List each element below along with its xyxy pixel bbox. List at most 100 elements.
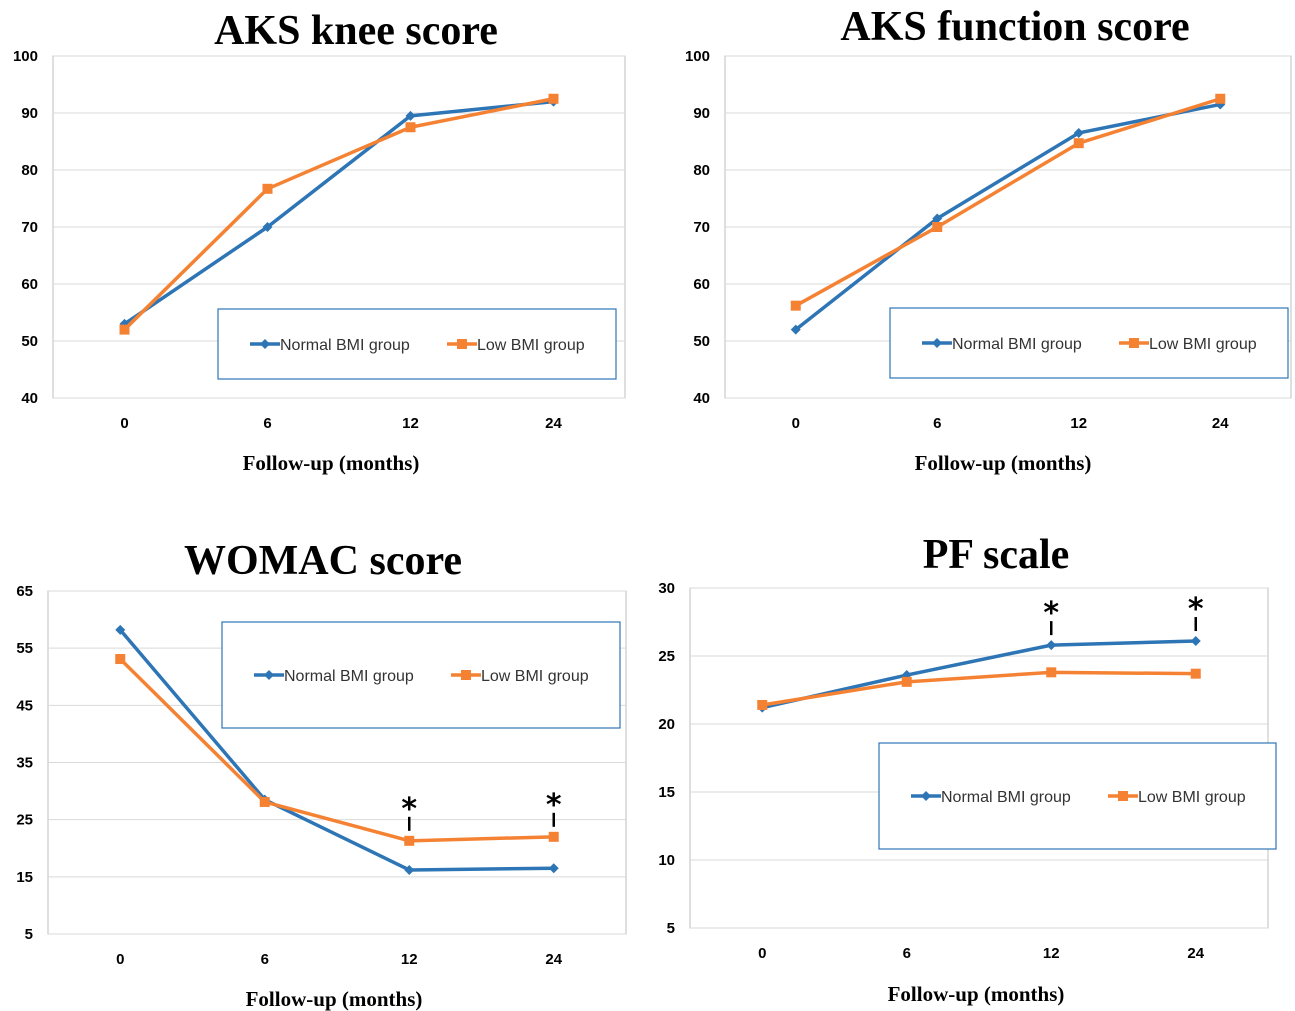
legend-box	[889, 307, 1289, 379]
x-tick-label: 24	[545, 415, 562, 432]
y-tick-label: 40	[21, 390, 38, 407]
series-line-normal-bmi	[118, 628, 554, 872]
data-point-marker	[259, 796, 270, 807]
x-tick-label: 24	[1187, 945, 1204, 962]
legend-marker	[461, 670, 471, 680]
data-point-marker	[404, 835, 415, 846]
legend-box	[217, 308, 617, 380]
legend-label: Low BMI group	[1138, 789, 1246, 806]
y-tick-label: 15	[658, 784, 675, 801]
x-axis-label: Follow-up (months)	[243, 451, 420, 475]
data-point-marker	[1073, 138, 1084, 149]
series-line-low-bmi	[794, 97, 1221, 308]
data-point-marker	[1215, 93, 1226, 104]
legend-label: Normal BMI group	[941, 789, 1071, 806]
y-tick-label: 90	[21, 105, 38, 122]
series-line-normal-bmi	[123, 99, 554, 326]
data-point-marker	[901, 676, 912, 687]
data-point-marker	[932, 222, 943, 232]
chart-title: WOMAC score	[184, 538, 462, 584]
data-point-marker	[404, 864, 415, 875]
y-tick-label: 90	[693, 105, 710, 122]
data-point-marker	[262, 183, 273, 194]
x-axis-label: Follow-up (months)	[246, 987, 423, 1011]
x-tick-label: 6	[263, 415, 271, 432]
y-tick-label: 100	[685, 48, 710, 65]
x-tick-label: 0	[792, 415, 800, 432]
y-tick-label: 55	[16, 640, 33, 657]
x-tick-label: 24	[545, 951, 562, 968]
data-point-marker	[405, 122, 416, 133]
x-tick-label: 12	[1043, 945, 1060, 962]
data-point-marker	[405, 110, 416, 121]
series-line-normal-bmi	[761, 639, 1196, 710]
data-point-marker	[1073, 127, 1084, 138]
series-line-low-bmi	[123, 97, 554, 331]
data-point-marker	[548, 93, 559, 104]
legend-label: Low BMI group	[481, 668, 589, 685]
data-point-marker	[790, 324, 801, 335]
legend-marker	[1129, 338, 1139, 348]
x-tick-label: 0	[758, 945, 766, 962]
chart-title: PF scale	[923, 532, 1070, 578]
x-tick-label: 0	[120, 415, 128, 432]
significance-star: *	[401, 792, 417, 827]
data-point-marker	[790, 300, 801, 311]
y-tick-label: 35	[16, 755, 33, 772]
significance-star: *	[1188, 592, 1204, 627]
x-tick-label: 12	[1070, 415, 1087, 432]
legend-marker	[264, 670, 274, 680]
legend-marker	[1118, 791, 1128, 801]
x-tick-label: 0	[116, 951, 124, 968]
y-tick-label: 70	[21, 219, 38, 236]
x-tick-label: 6	[903, 945, 911, 962]
y-tick-label: 5	[25, 926, 33, 943]
data-point-marker	[757, 699, 768, 710]
y-tick-label: 25	[16, 812, 33, 829]
series-line-low-bmi	[761, 670, 1196, 707]
legend-label: Normal BMI group	[280, 337, 410, 354]
x-tick-label: 24	[1212, 415, 1229, 432]
legend-label: Low BMI group	[1149, 336, 1257, 353]
data-point-marker	[1190, 668, 1201, 679]
x-tick-label: 12	[401, 951, 418, 968]
data-point-marker	[932, 213, 943, 224]
legend: Normal BMI group Low BMI group	[217, 308, 617, 380]
y-tick-label: 70	[693, 219, 710, 236]
data-point-marker	[115, 654, 126, 665]
y-tick-label: 20	[658, 716, 675, 733]
legend: Normal BMI group Low BMI group	[221, 621, 621, 729]
series-line-normal-bmi	[794, 102, 1221, 331]
y-tick-label: 50	[693, 333, 710, 350]
legend: Normal BMI group Low BMI group	[889, 307, 1289, 379]
legend-label: Normal BMI group	[284, 668, 414, 685]
chart-panel-3: WOMAC score 5 15 25 35 45 55 65 0 6 12 24 Follow-up …	[16, 538, 627, 1011]
data-point-marker	[1190, 636, 1201, 647]
y-tick-label: 80	[21, 162, 38, 179]
chart-panel-2: AKS function score 40 50 60 70 80 90 100 0 6 12 24 F…	[685, 4, 1292, 475]
chart-title: AKS function score	[840, 4, 1189, 50]
x-axis-label: Follow-up (months)	[888, 982, 1065, 1006]
data-point-marker	[119, 324, 130, 335]
y-tick-label: 5	[667, 920, 675, 937]
data-point-marker	[115, 624, 126, 635]
y-tick-label: 80	[693, 162, 710, 179]
data-point-marker	[548, 831, 559, 842]
legend-box	[221, 621, 621, 729]
x-tick-label: 6	[933, 415, 941, 432]
data-point-marker	[1046, 640, 1057, 651]
y-tick-label: 60	[693, 276, 710, 293]
legend-label: Low BMI group	[477, 337, 585, 354]
data-point-marker	[548, 863, 559, 874]
legend-marker	[932, 338, 942, 348]
y-tick-label: 60	[21, 276, 38, 293]
y-tick-label: 45	[16, 697, 33, 714]
y-tick-label: 100	[13, 48, 38, 65]
x-tick-label: 6	[261, 951, 269, 968]
significance-star: *	[1043, 596, 1059, 631]
y-tick-label: 40	[693, 390, 710, 407]
y-tick-label: 15	[16, 869, 33, 886]
legend-marker	[921, 791, 931, 801]
y-tick-label: 10	[658, 852, 675, 869]
